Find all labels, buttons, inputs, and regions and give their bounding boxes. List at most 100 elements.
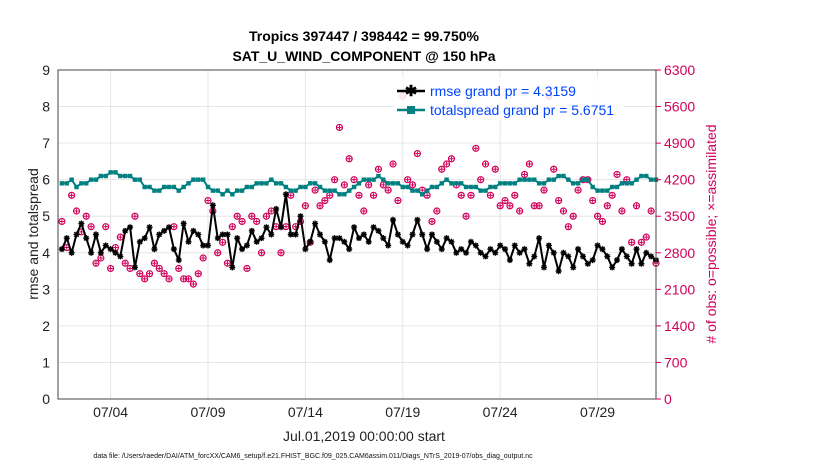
spread-point <box>69 177 74 182</box>
rmse-point <box>297 213 304 220</box>
spread-point <box>605 188 610 193</box>
obs-point-cross <box>439 167 444 172</box>
rmse-point <box>234 235 241 242</box>
spread-point <box>376 173 381 179</box>
rmse-point <box>112 249 119 256</box>
obs-point-cross <box>239 219 245 224</box>
series-layer <box>58 92 660 288</box>
obs-point <box>248 212 256 220</box>
obs-point-cross <box>424 193 430 198</box>
rmse-point <box>341 238 348 245</box>
spread-point <box>108 170 113 175</box>
obs-point-cross <box>108 266 113 271</box>
rmse-point <box>63 235 70 242</box>
obs-point <box>68 191 76 199</box>
obs-point-cross <box>137 271 143 276</box>
obs-point-cross <box>264 214 269 219</box>
rmse-point <box>292 231 299 238</box>
rmse-point <box>83 235 90 242</box>
obs-point <box>121 259 129 267</box>
rmse-point <box>88 249 95 256</box>
spread-point <box>483 188 488 193</box>
rmse-point <box>394 231 401 238</box>
obs-point <box>516 207 524 215</box>
y-tick-right: 2100 <box>664 281 695 297</box>
obs-point <box>106 264 115 273</box>
obs-point <box>632 202 641 210</box>
spread-point <box>536 181 542 186</box>
rmse-point <box>467 238 474 245</box>
obs-point-cross <box>235 214 240 219</box>
obs-point-cross <box>147 271 152 276</box>
obs-point <box>360 207 368 215</box>
obs-point-cross <box>142 276 147 282</box>
rmse-point <box>584 260 591 267</box>
chart-subtitle: SAT_U_WIND_COMPONENT @ 150 hPa <box>232 48 495 64</box>
obs-point-cross <box>166 276 172 282</box>
rmse-point <box>243 242 250 249</box>
obs-point-cross <box>113 245 118 250</box>
spread-point <box>93 177 99 182</box>
gridlines <box>58 69 656 400</box>
spread-point <box>332 188 337 193</box>
obs-point-cross <box>600 219 605 224</box>
obs-point-cross <box>259 250 264 255</box>
obs-point-cross <box>171 224 177 229</box>
spread-point <box>230 192 235 197</box>
obs-point-cross <box>507 203 513 208</box>
spread-point <box>473 184 479 190</box>
rmse-point <box>346 246 353 253</box>
spread-point <box>556 173 561 179</box>
obs-point-cross <box>322 198 328 203</box>
spread-point <box>424 188 430 193</box>
obs-point-cross <box>225 261 230 266</box>
rmse-point <box>58 246 65 253</box>
rmse-point <box>502 246 509 253</box>
rmse-point <box>448 238 455 245</box>
spread-point <box>327 188 332 193</box>
plot-frame <box>57 69 657 400</box>
rmse-point <box>570 264 577 271</box>
rmse-point <box>351 224 358 231</box>
spread-point <box>98 173 104 179</box>
rmse-point <box>404 242 411 249</box>
rmse-point <box>555 268 562 275</box>
obs-point-cross <box>522 172 527 177</box>
rmse-point <box>375 227 382 234</box>
obs-point <box>58 217 66 226</box>
rmse-point <box>185 238 192 245</box>
obs-point <box>311 186 319 194</box>
obs-point-cross <box>551 167 556 172</box>
obs-point <box>569 212 577 220</box>
obs-point <box>321 196 329 205</box>
spread-point <box>64 181 69 186</box>
data-file-footer: data file: /Users/raeder/DAI/ATM_forcXX/… <box>93 453 533 460</box>
rmse-point <box>443 235 450 242</box>
obs-point-cross <box>497 203 503 208</box>
obs-point <box>535 202 543 210</box>
obs-point <box>87 223 95 231</box>
rmse-point <box>463 249 470 256</box>
obs-point <box>637 238 645 246</box>
rmse-point <box>146 224 153 231</box>
rmse-point <box>312 220 319 227</box>
obs-point-cross <box>405 177 410 182</box>
spread-point <box>264 181 269 186</box>
rmse-point <box>385 242 392 249</box>
obs-point <box>438 165 446 173</box>
obs-point <box>525 160 533 168</box>
spread-point <box>463 184 469 190</box>
rmse-point <box>287 231 294 238</box>
rmse-point <box>92 231 99 238</box>
spread-point <box>142 184 147 190</box>
rmse-point <box>278 224 285 231</box>
obs-point <box>214 249 222 257</box>
rmse-point <box>141 235 148 242</box>
rmse-point <box>355 235 362 242</box>
spread-point <box>527 177 532 182</box>
rmse-point <box>536 235 543 242</box>
rmse-point <box>492 249 499 256</box>
spread-point <box>351 184 357 190</box>
obs-point <box>228 223 236 231</box>
